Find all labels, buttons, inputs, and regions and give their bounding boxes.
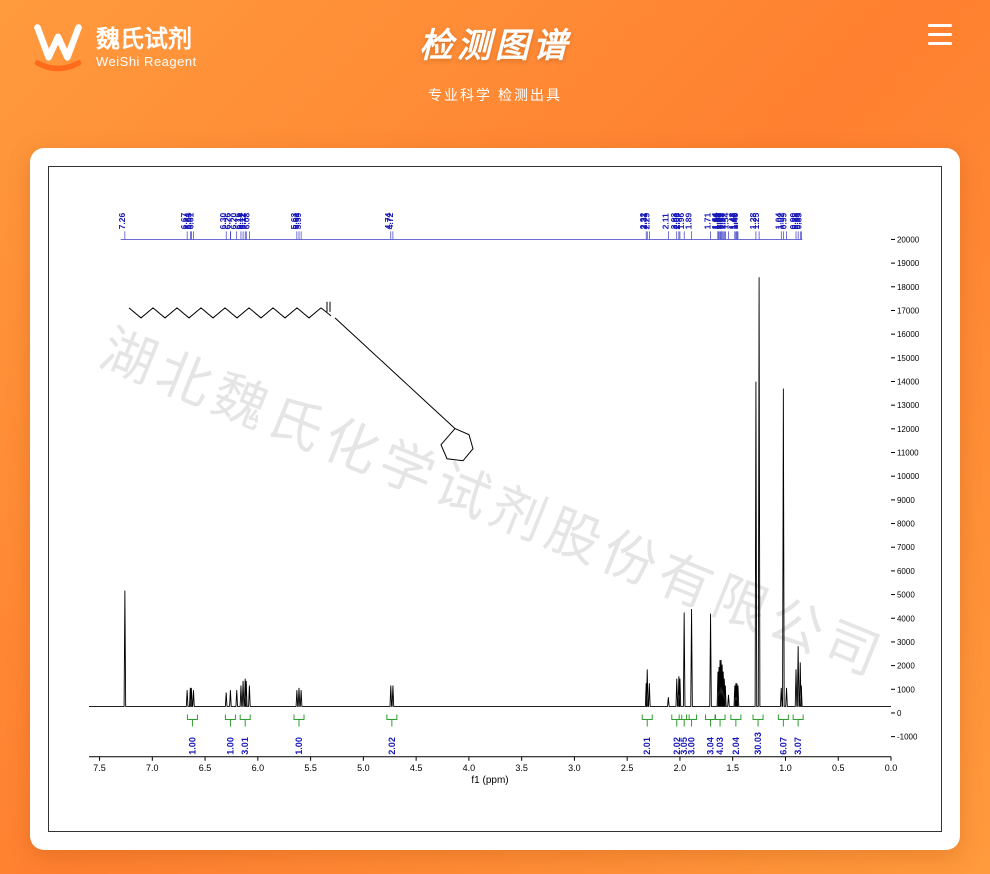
svg-text:20000: 20000 (897, 235, 920, 244)
svg-text:9000: 9000 (897, 496, 915, 505)
svg-text:6.0: 6.0 (252, 763, 265, 773)
page: 魏氏试剂 WeiShi Reagent 检测图谱 专业科学 检测出具 湖北魏氏化… (0, 0, 990, 874)
svg-text:f1 (ppm): f1 (ppm) (471, 775, 508, 786)
svg-text:1.00: 1.00 (187, 737, 197, 755)
svg-text:5.5: 5.5 (304, 763, 317, 773)
svg-text:6000: 6000 (897, 567, 915, 576)
svg-text:19000: 19000 (897, 259, 920, 268)
page-title: 检测图谱 (419, 18, 571, 67)
svg-text:-1000: -1000 (897, 733, 918, 742)
svg-text:3000: 3000 (897, 638, 915, 647)
svg-text:5000: 5000 (897, 591, 915, 600)
svg-text:2.04: 2.04 (731, 737, 741, 755)
svg-text:0: 0 (897, 709, 902, 718)
svg-text:30.03: 30.03 (753, 732, 763, 755)
svg-text:6.08: 6.08 (241, 212, 251, 229)
svg-text:1.89: 1.89 (684, 212, 694, 229)
brand-name-en: WeiShi Reagent (96, 54, 197, 69)
svg-text:7.0: 7.0 (146, 763, 159, 773)
svg-text:0.99: 0.99 (779, 212, 789, 229)
svg-text:2000: 2000 (897, 662, 915, 671)
svg-text:3.04: 3.04 (706, 737, 716, 755)
svg-text:4.72: 4.72 (385, 212, 395, 229)
brand-icon (30, 20, 86, 76)
svg-text:4.5: 4.5 (410, 763, 423, 773)
svg-text:2.29: 2.29 (641, 212, 651, 229)
svg-text:6.07: 6.07 (778, 737, 788, 755)
brand-name-cn: 魏氏试剂 (96, 27, 197, 53)
svg-text:1000: 1000 (897, 685, 915, 694)
svg-text:1.00: 1.00 (294, 737, 304, 755)
page-subtitle: 专业科学 检测出具 (428, 85, 562, 105)
svg-text:2.02: 2.02 (387, 737, 397, 755)
svg-text:8000: 8000 (897, 520, 915, 529)
svg-text:4000: 4000 (897, 614, 915, 623)
svg-text:4.03: 4.03 (715, 737, 725, 755)
svg-text:5.59: 5.59 (293, 212, 303, 229)
svg-text:12000: 12000 (897, 425, 920, 434)
svg-text:6.61: 6.61 (185, 212, 195, 229)
svg-text:3.07: 3.07 (793, 737, 803, 755)
svg-text:3.01: 3.01 (240, 737, 250, 755)
svg-text:1.45: 1.45 (730, 212, 740, 229)
svg-text:16000: 16000 (897, 330, 920, 339)
svg-text:18000: 18000 (897, 283, 920, 292)
svg-text:17000: 17000 (897, 306, 920, 315)
svg-text:6.5: 6.5 (199, 763, 212, 773)
svg-text:1.25: 1.25 (751, 212, 761, 229)
menu-lines-icon (928, 24, 952, 51)
svg-text:1.0: 1.0 (779, 763, 792, 773)
svg-text:7000: 7000 (897, 543, 915, 552)
svg-text:0.5: 0.5 (832, 763, 845, 773)
svg-text:7.26: 7.26 (117, 212, 127, 229)
svg-text:2.01: 2.01 (642, 737, 652, 755)
svg-text:1.5: 1.5 (726, 763, 739, 773)
svg-text:1.00: 1.00 (225, 737, 235, 755)
svg-text:15000: 15000 (897, 354, 920, 363)
svg-text:5.0: 5.0 (357, 763, 370, 773)
spectrum-card: 湖北魏氏化学试剂股份有限公司 2000019000180001700016000… (30, 148, 960, 850)
svg-text:2.5: 2.5 (621, 763, 634, 773)
svg-text:13000: 13000 (897, 401, 920, 410)
svg-text:4.0: 4.0 (463, 763, 476, 773)
svg-text:7.5: 7.5 (93, 763, 106, 773)
header: 魏氏试剂 WeiShi Reagent 检测图谱 专业科学 检测出具 (0, 0, 990, 120)
svg-text:3.00: 3.00 (687, 737, 697, 755)
svg-text:3.0: 3.0 (568, 763, 581, 773)
svg-text:2.0: 2.0 (674, 763, 687, 773)
svg-text:0.0: 0.0 (885, 763, 898, 773)
spectrum-frame: 湖北魏氏化学试剂股份有限公司 2000019000180001700016000… (48, 166, 942, 832)
svg-text:10000: 10000 (897, 472, 920, 481)
brand-logo: 魏氏试剂 WeiShi Reagent (30, 20, 197, 76)
nmr-spectrum: 2000019000180001700016000150001400013000… (49, 167, 941, 831)
svg-text:14000: 14000 (897, 377, 920, 386)
svg-text:11000: 11000 (897, 449, 919, 458)
svg-text:3.5: 3.5 (515, 763, 528, 773)
svg-text:0.85: 0.85 (793, 212, 803, 229)
